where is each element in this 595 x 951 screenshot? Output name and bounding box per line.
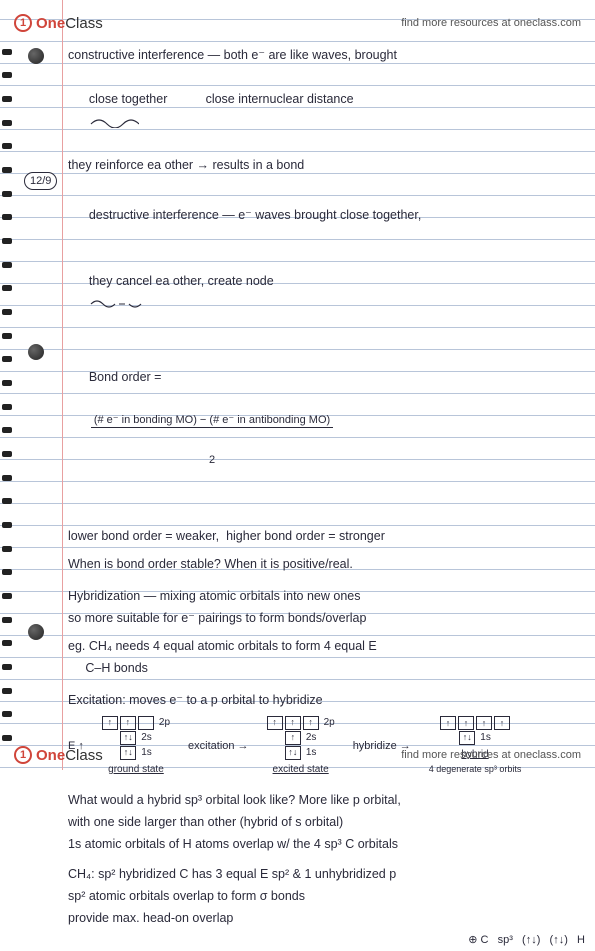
- bullet-icon: [28, 48, 44, 64]
- handwritten-content: constructive interference — both e⁻ are …: [68, 44, 585, 740]
- note-line: provide max. head-on overlap: [68, 907, 585, 929]
- note-line: CH₄: sp² hybridized C has 3 equal E sp² …: [68, 863, 585, 885]
- header-link[interactable]: find more resources at oneclass.com: [401, 17, 581, 29]
- oneclass-logo: 1 OneClass: [14, 14, 103, 32]
- bullet-icon: [28, 624, 44, 640]
- logo-class: Class: [65, 15, 103, 32]
- page-header: 1 OneClass find more resources at onecla…: [0, 8, 595, 38]
- note-line: sp² atomic orbitals overlap to form σ bo…: [68, 885, 585, 907]
- note-line: lower bond order = weaker, higher bond o…: [68, 525, 585, 547]
- bullet-icon: [28, 344, 44, 360]
- oneclass-logo: 1 OneClass: [14, 746, 103, 764]
- wave-icon: [89, 116, 139, 128]
- logo-icon: 1: [14, 14, 32, 32]
- logo-icon: 1: [14, 746, 32, 764]
- note-line: ⊕ C sp³ (↑↓) (↑↓) H: [68, 929, 585, 951]
- logo-one: One: [36, 15, 65, 32]
- note-line: When is bond order stable? When it is po…: [68, 553, 585, 575]
- bond-order-formula: Bond order = (# e⁻ in bonding MO) − (# e…: [68, 344, 585, 515]
- logo-text: OneClass: [36, 15, 103, 32]
- page-footer: 1 OneClass find more resources at onecla…: [0, 746, 595, 764]
- note-line: they cancel ea other, create node: [68, 248, 585, 336]
- note-line: 1s atomic orbitals of H atoms overlap w/…: [68, 833, 585, 855]
- note-line: they reinforce ea other → results in a b…: [68, 154, 585, 176]
- left-margin-rule: [62, 0, 63, 770]
- note-line: eg. CH₄ needs 4 equal atomic orbitals to…: [68, 635, 585, 657]
- node-wave-icon: [89, 298, 149, 310]
- spiral-binding: [0, 40, 18, 750]
- note-line: Hybridization — mixing atomic orbitals i…: [68, 585, 585, 607]
- note-line: What would a hybrid sp³ orbital look lik…: [68, 789, 585, 811]
- date-bubble: 12/9: [24, 172, 57, 190]
- logo-class: Class: [65, 747, 103, 764]
- note-line: with one side larger than other (hybrid …: [68, 811, 585, 833]
- fraction: (# e⁻ in bonding MO) − (# e⁻ in antibond…: [91, 388, 333, 493]
- note-line: close together close internuclear distan…: [68, 66, 585, 154]
- logo-text: OneClass: [36, 747, 103, 764]
- note-line: C–H bonds: [68, 657, 585, 679]
- footer-link[interactable]: find more resources at oneclass.com: [401, 749, 581, 761]
- note-line: constructive interference — both e⁻ are …: [68, 44, 585, 66]
- note-line: so more suitable for e⁻ pairings to form…: [68, 607, 585, 629]
- notebook-page: 1 OneClass find more resources at onecla…: [0, 0, 595, 770]
- note-line: Excitation: moves e⁻ to a p orbital to h…: [68, 689, 585, 711]
- logo-one: One: [36, 747, 65, 764]
- note-line: destructive interference — e⁻ waves brou…: [68, 182, 585, 248]
